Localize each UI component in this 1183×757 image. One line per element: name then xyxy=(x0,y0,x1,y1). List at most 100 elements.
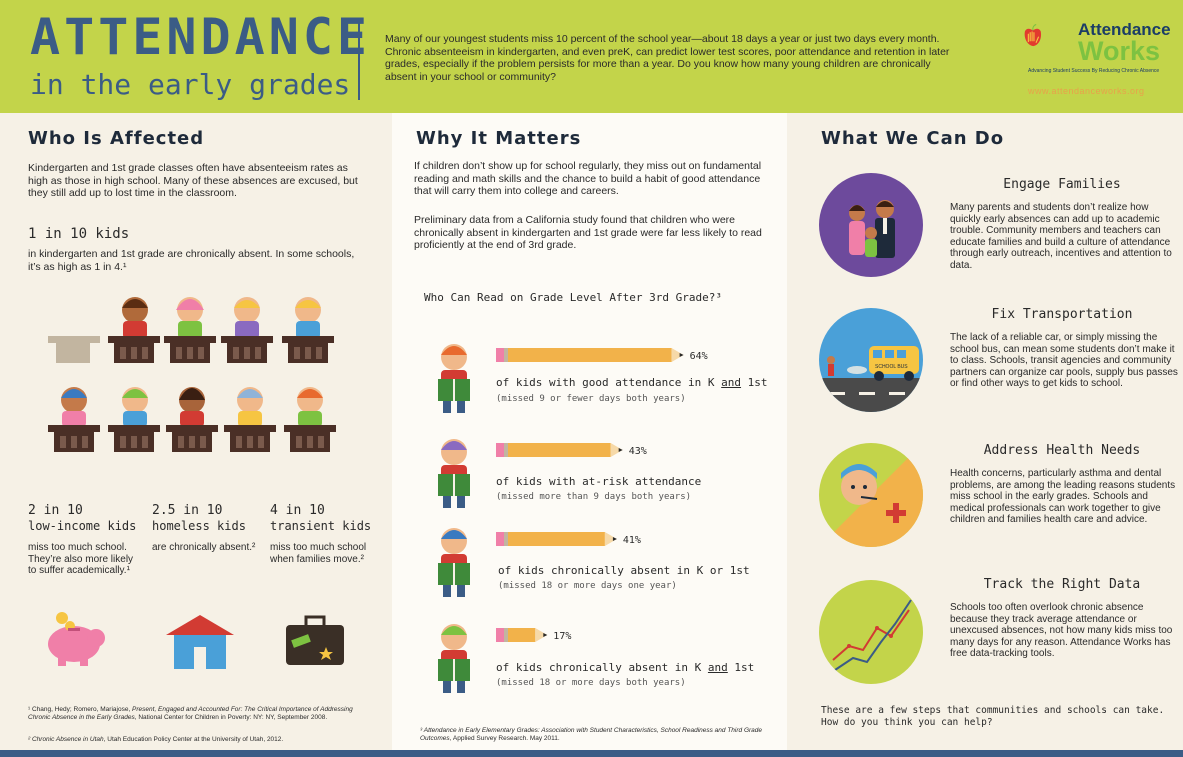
stat-low-income-group: low-income kids xyxy=(28,519,137,533)
footnote-1-text: ¹ Chang, Hedy; Romero, Mariajose, xyxy=(28,706,133,713)
footnote-3: ³ Attendance in Early Elementary Grades:… xyxy=(420,727,775,743)
stat-transient-value: 4 in 10 xyxy=(270,503,325,518)
footnote-1-source: , National Center for Children in Povert… xyxy=(134,714,328,721)
empty-desk-icon xyxy=(48,336,100,363)
piggy-bank-icon xyxy=(48,612,105,666)
who-is-affected-column: Who Is Affected Kindergarten and 1st gra… xyxy=(0,113,392,757)
classroom-illustration xyxy=(48,297,336,452)
desk-icon xyxy=(284,425,336,452)
footnote-2-source: , Utah Education Policy Center at the Un… xyxy=(103,736,284,743)
website-link[interactable]: www.attendanceworks.org xyxy=(1028,86,1145,96)
pencil-tip xyxy=(671,348,684,362)
main-stat: 1 in 10 kids xyxy=(28,226,130,242)
pencil-bar xyxy=(508,628,536,642)
closing-text: These are a few steps that communities a… xyxy=(821,705,1165,728)
chart-category-1-label: of kids with good attendance in K and 1s… xyxy=(496,376,768,389)
header-banner: ATTENDANCE in the early grades Many of o… xyxy=(0,0,1183,113)
pencil-bar xyxy=(508,348,672,362)
reader-leg xyxy=(443,681,451,693)
footnote-1-title: Present, Engaged and Accounted For: The … xyxy=(28,706,353,721)
action-fix-transportation-title: Fix Transportation xyxy=(991,307,1133,322)
kid-icon xyxy=(237,387,263,427)
reader-leg xyxy=(457,496,465,508)
action-health-needs-text: Health concerns, particularly asthma and… xyxy=(950,468,1176,525)
chart-value-label: 17% xyxy=(553,631,571,642)
logo-tagline: Advancing Student Success By Reducing Ch… xyxy=(1028,68,1160,74)
suitcase-icon xyxy=(286,615,344,665)
kid-icon xyxy=(297,387,323,427)
what-section-title: What We Can Do xyxy=(821,128,1005,149)
kid-icon xyxy=(61,387,87,427)
chart-category-3-sublabel: (missed 18 or more days one year) xyxy=(498,581,677,591)
why-section-title: Why It Matters xyxy=(416,128,582,149)
reader-hair-icon xyxy=(441,530,467,539)
pencil-tip xyxy=(604,532,617,546)
bottom-bar xyxy=(0,750,1183,757)
reader-leg xyxy=(457,681,465,693)
action-fix-transportation-text: The lack of a reliable car, or simply mi… xyxy=(950,332,1178,389)
pencil-bar xyxy=(508,532,605,546)
stat-low-income-desc: miss too much school. They’re also more … xyxy=(28,542,134,576)
pencil-eraser xyxy=(496,348,504,362)
pencil-lead xyxy=(612,537,617,541)
why-para-2: Preliminary data from a California study… xyxy=(414,214,762,251)
footnote-1: ¹ Chang, Hedy; Romero, Mariajose, Presen… xyxy=(28,706,358,722)
logo-text-works: Works xyxy=(1078,36,1161,66)
action-engage-families-text: Many parents and students don’t realize … xyxy=(950,202,1172,271)
sick-child-icon xyxy=(819,443,923,547)
house-icon xyxy=(166,615,234,669)
action-engage-families-title: Engage Families xyxy=(1003,177,1121,192)
desk-icon xyxy=(166,425,218,452)
reader-leg xyxy=(457,585,465,597)
why-it-matters-column: Why It Matters If children don’t show up… xyxy=(392,113,787,757)
chart-value-label: 64% xyxy=(690,351,708,362)
pencil-lead xyxy=(543,633,548,637)
who-section-title: Who Is Affected xyxy=(28,128,205,149)
line-graph-icon xyxy=(819,580,923,684)
family-icon xyxy=(819,173,923,277)
action-health-needs-title: Address Health Needs xyxy=(983,443,1141,458)
chart-category-2-label: of kids with at-risk attendance xyxy=(496,475,702,488)
pencil-eraser xyxy=(496,443,504,457)
pencil-lead xyxy=(679,353,684,357)
pencil-ferrule xyxy=(504,348,508,362)
kid-icon xyxy=(234,297,260,339)
chart-category-3-label: of kids chronically absent in K or 1st xyxy=(498,564,750,577)
main-stat-desc: in kindergarten and 1st grade are chroni… xyxy=(28,248,355,273)
chart-category-4-sublabel: (missed 18 or more days both years) xyxy=(496,678,686,688)
pencil-tip xyxy=(610,443,623,457)
pencil-eraser xyxy=(496,628,504,642)
school-bus-icon: SCHOOL BUS xyxy=(819,308,923,412)
logo-text-attendance: Attendance xyxy=(1078,20,1171,39)
bus-sign: SCHOOL BUS xyxy=(875,364,908,370)
reading-chart: 64% 43% 41% 17% xyxy=(438,344,708,693)
stat-homeless-value: 2.5 in 10 xyxy=(152,503,223,518)
desk-icon xyxy=(221,336,273,363)
chart-category-4-label: of kids chronically absent in K and 1st xyxy=(496,661,755,674)
reader-leg xyxy=(457,401,465,413)
apple-hand-logo-icon xyxy=(1024,23,1042,47)
footnote-3-title: ³ Attendance in Early Elementary Grades:… xyxy=(420,727,763,742)
kid-icon xyxy=(122,387,148,427)
kid-icon xyxy=(295,297,321,339)
desk-icon xyxy=(108,336,160,363)
chart-category-1-sublabel: (missed 9 or fewer days both years) xyxy=(496,394,686,404)
chart-value-label: 41% xyxy=(623,535,641,546)
reader-hair-icon xyxy=(441,626,467,635)
what-we-can-do-column: What We Can Do Engage Families Many pare… xyxy=(787,113,1183,757)
kid-icon xyxy=(176,297,204,339)
chart-category-2-sublabel: (missed more than 9 days both years) xyxy=(496,492,692,502)
stat-low-income-value: 2 in 10 xyxy=(28,503,83,518)
stat-transient-desc: miss too much school when families move.… xyxy=(270,542,367,565)
pencil-ferrule xyxy=(504,443,508,457)
kid-icon xyxy=(122,297,148,339)
action-track-data-text: Schools too often overlook chronic absen… xyxy=(950,602,1173,659)
reader-hair-icon xyxy=(441,346,467,355)
who-intro: Kindergarten and 1st grade classes often… xyxy=(28,162,358,199)
desk-icon xyxy=(282,336,334,363)
page-title: ATTENDANCE xyxy=(30,8,372,66)
footnote-2-title: ² Chronic Absence in Utah xyxy=(28,736,104,743)
footnote-2: ² Chronic Absence in Utah, Utah Educatio… xyxy=(28,736,368,744)
header-intro: Many of our youngest students miss 10 pe… xyxy=(385,33,950,83)
reader-hair-icon xyxy=(441,441,467,450)
